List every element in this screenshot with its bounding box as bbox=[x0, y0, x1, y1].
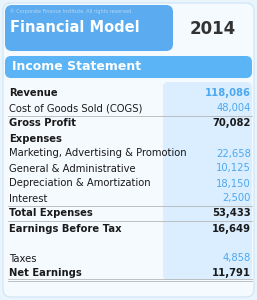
FancyBboxPatch shape bbox=[5, 5, 173, 51]
Text: Marketing, Advertising & Promotion: Marketing, Advertising & Promotion bbox=[9, 148, 187, 158]
Text: Expenses: Expenses bbox=[9, 134, 62, 143]
Text: Cost of Goods Sold (COGS): Cost of Goods Sold (COGS) bbox=[9, 103, 142, 113]
Text: Total Expenses: Total Expenses bbox=[9, 208, 93, 218]
Text: 18,150: 18,150 bbox=[216, 178, 251, 188]
Text: 70,082: 70,082 bbox=[213, 118, 251, 128]
FancyBboxPatch shape bbox=[5, 56, 252, 78]
Text: 10,125: 10,125 bbox=[216, 164, 251, 173]
Text: Earnings Before Tax: Earnings Before Tax bbox=[9, 224, 122, 233]
Text: Gross Profit: Gross Profit bbox=[9, 118, 76, 128]
Text: Revenue: Revenue bbox=[9, 88, 58, 98]
Text: Taxes: Taxes bbox=[9, 254, 36, 263]
Text: 118,086: 118,086 bbox=[205, 88, 251, 98]
Text: © Corporate Finance Institute. All rights reserved.: © Corporate Finance Institute. All right… bbox=[10, 8, 133, 14]
Text: Net Earnings: Net Earnings bbox=[9, 268, 82, 278]
Text: Income Statement: Income Statement bbox=[12, 60, 141, 73]
Text: 16,649: 16,649 bbox=[212, 224, 251, 233]
Text: 4,858: 4,858 bbox=[223, 254, 251, 263]
Text: 48,004: 48,004 bbox=[217, 103, 251, 113]
Text: 2,500: 2,500 bbox=[223, 194, 251, 203]
Text: General & Administrative: General & Administrative bbox=[9, 164, 136, 173]
Text: 2014: 2014 bbox=[190, 20, 236, 38]
Text: Financial Model: Financial Model bbox=[10, 20, 140, 35]
Text: Depreciation & Amortization: Depreciation & Amortization bbox=[9, 178, 151, 188]
Text: 22,658: 22,658 bbox=[216, 148, 251, 158]
Text: 11,791: 11,791 bbox=[212, 268, 251, 278]
Text: Interest: Interest bbox=[9, 194, 47, 203]
FancyBboxPatch shape bbox=[163, 82, 252, 280]
Text: 53,433: 53,433 bbox=[212, 208, 251, 218]
FancyBboxPatch shape bbox=[3, 3, 254, 297]
